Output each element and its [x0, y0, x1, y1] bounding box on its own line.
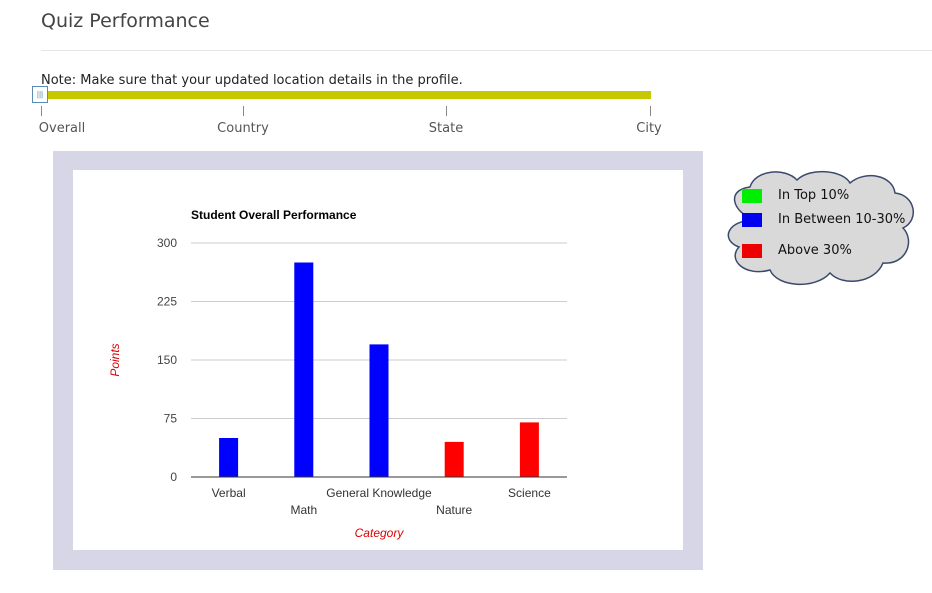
bar: [294, 262, 314, 477]
legend-swatch: [742, 212, 762, 227]
x-tick-label: Nature: [436, 503, 472, 517]
y-tick-label: 150: [157, 353, 177, 367]
x-tick-label: General Knowledge: [326, 486, 432, 500]
bar: [219, 438, 239, 477]
x-tick-label: Science: [508, 486, 551, 500]
slider-label-country[interactable]: Country: [217, 121, 269, 136]
title-divider: [41, 50, 932, 51]
legend-item-top: In Top 10%: [742, 188, 849, 203]
x-tick-label: Verbal: [212, 486, 246, 500]
legend-label: In Between 10-30%: [778, 212, 906, 227]
legend-swatch: [742, 188, 762, 203]
slider-handle[interactable]: |||: [32, 86, 48, 103]
slider-tick-country: [243, 106, 244, 116]
legend-item-above: Above 30%: [742, 243, 852, 258]
cloud-shape: [727, 170, 914, 286]
chart-title: Student Overall Performance: [191, 208, 357, 222]
bar-chart: Student Overall Performance 0 75 150 225 300 V…: [108, 208, 567, 540]
legend-label: In Top 10%: [778, 188, 850, 203]
slider-label-city[interactable]: City: [636, 121, 662, 136]
slider-tick-state: [446, 106, 447, 116]
profile-note: Note: Make sure that your updated locati…: [41, 73, 463, 88]
slider-track[interactable]: [41, 91, 651, 99]
y-tick-label: 75: [164, 412, 178, 426]
slider-label-state[interactable]: State: [428, 121, 464, 136]
page-title: Quiz Performance: [41, 10, 210, 32]
y-axis-title: Points: [108, 343, 122, 376]
grip-icon: |||: [36, 89, 44, 99]
slider-tick-city: [650, 106, 651, 116]
x-tick-label: Math: [290, 503, 317, 517]
slider-label-overall[interactable]: Overall: [38, 121, 86, 136]
bar: [519, 422, 539, 477]
legend-swatch: [742, 243, 762, 258]
bar: [369, 344, 389, 477]
x-axis-title: Category: [355, 526, 405, 540]
legend-label: Above 30%: [778, 243, 852, 258]
chart-panel: Student Overall Performance 0 75 150 225 300 V…: [73, 170, 683, 550]
bar: [444, 441, 464, 477]
y-tick-label: 225: [157, 295, 177, 309]
y-tick-label: 0: [170, 470, 177, 484]
y-tick-label: 300: [157, 236, 177, 250]
slider-tick-overall: [41, 106, 42, 116]
legend-item-between: In Between 10-30%: [742, 212, 905, 227]
